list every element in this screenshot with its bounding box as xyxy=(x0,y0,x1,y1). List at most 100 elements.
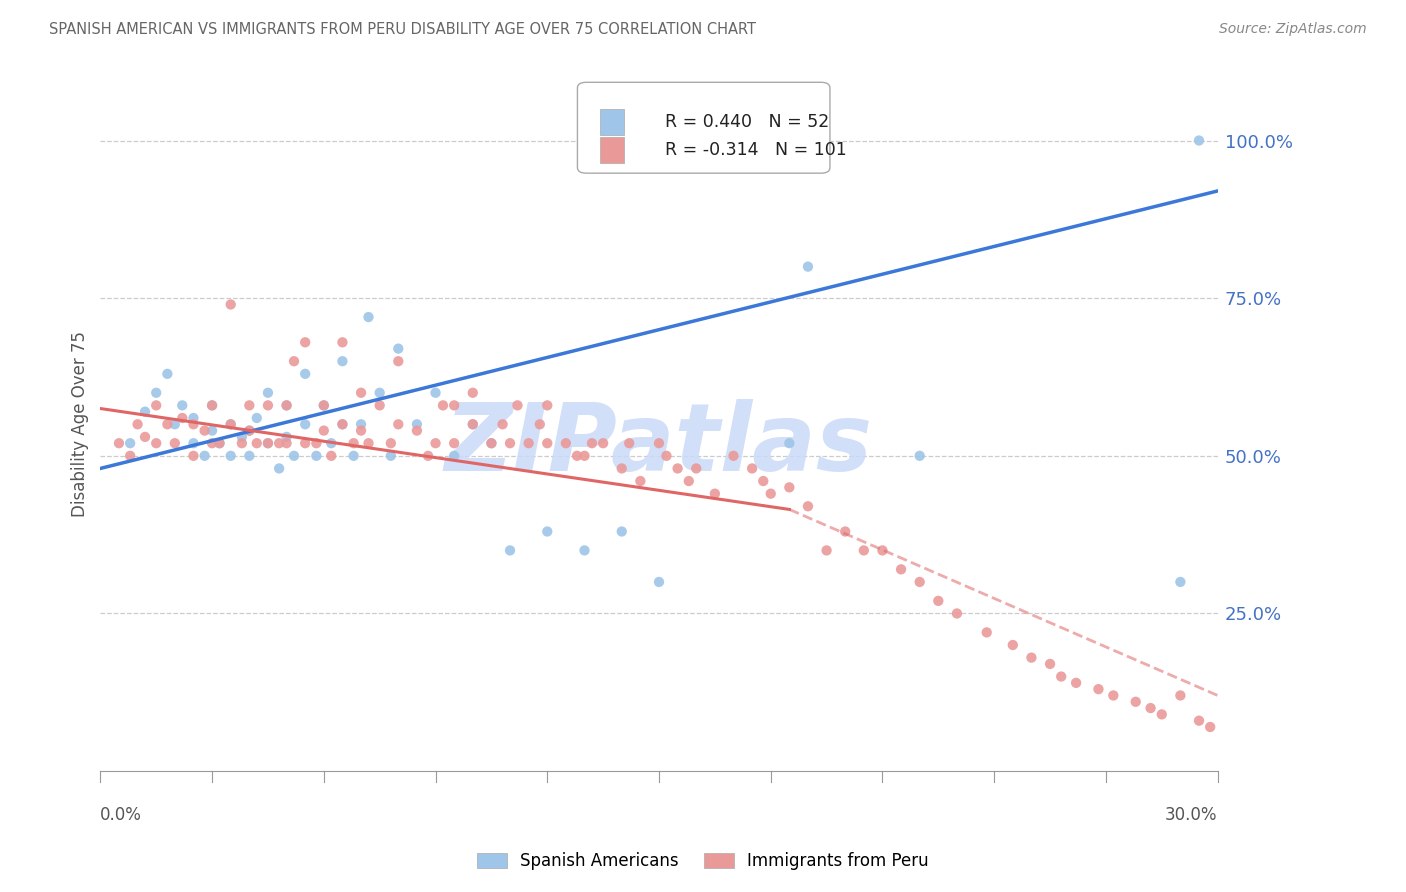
Point xyxy=(294,335,316,350)
Bar xyxy=(600,109,624,136)
Point xyxy=(1188,134,1211,148)
Point xyxy=(499,543,522,558)
Point xyxy=(269,436,291,450)
Point xyxy=(257,436,280,450)
Point xyxy=(685,461,707,475)
Point xyxy=(257,436,280,450)
Point xyxy=(312,424,335,438)
Point xyxy=(163,417,186,432)
Point xyxy=(332,417,354,432)
Point xyxy=(574,543,596,558)
Point xyxy=(778,480,800,494)
Point xyxy=(1170,574,1192,589)
Point xyxy=(1039,657,1062,671)
Point xyxy=(1001,638,1024,652)
Point xyxy=(145,385,167,400)
Point xyxy=(145,436,167,450)
Point xyxy=(276,398,298,412)
Point xyxy=(201,398,224,412)
Point xyxy=(432,398,454,412)
Point xyxy=(908,574,931,589)
Point xyxy=(425,436,447,450)
Point xyxy=(815,543,838,558)
Point xyxy=(238,449,260,463)
Point xyxy=(581,436,603,450)
Point xyxy=(380,436,402,450)
Point xyxy=(491,417,513,432)
Point xyxy=(283,354,305,368)
Point xyxy=(357,436,380,450)
Point xyxy=(294,417,316,432)
Point xyxy=(517,436,540,450)
Point xyxy=(368,398,391,412)
Point xyxy=(678,474,700,488)
Point xyxy=(778,436,800,450)
Point xyxy=(238,398,260,412)
Point xyxy=(312,398,335,412)
Point xyxy=(350,424,373,438)
Point xyxy=(499,436,522,450)
Point xyxy=(1199,720,1222,734)
Point xyxy=(1102,689,1125,703)
Point xyxy=(321,436,343,450)
Point xyxy=(1170,689,1192,703)
Point xyxy=(481,436,503,450)
Point xyxy=(145,398,167,412)
Point xyxy=(134,405,156,419)
Point xyxy=(872,543,894,558)
Point xyxy=(305,436,328,450)
Point xyxy=(592,436,614,450)
Point xyxy=(380,449,402,463)
Point xyxy=(536,436,558,450)
Point xyxy=(461,417,484,432)
Point xyxy=(628,474,651,488)
Point xyxy=(610,524,633,539)
Text: R = 0.440   N = 52: R = 0.440 N = 52 xyxy=(665,113,828,131)
Point xyxy=(574,449,596,463)
Point xyxy=(723,449,745,463)
Text: SPANISH AMERICAN VS IMMIGRANTS FROM PERU DISABILITY AGE OVER 75 CORRELATION CHAR: SPANISH AMERICAN VS IMMIGRANTS FROM PERU… xyxy=(49,22,756,37)
Point xyxy=(1150,707,1173,722)
Point xyxy=(276,398,298,412)
Point xyxy=(350,385,373,400)
Bar xyxy=(600,136,624,163)
Point xyxy=(163,436,186,450)
Point xyxy=(759,486,782,500)
Point xyxy=(283,449,305,463)
Point xyxy=(1087,682,1109,697)
Point xyxy=(368,385,391,400)
Point xyxy=(834,524,856,539)
Point xyxy=(481,436,503,450)
Text: 30.0%: 30.0% xyxy=(1166,805,1218,824)
Point xyxy=(752,474,775,488)
Point xyxy=(219,417,242,432)
Point xyxy=(201,398,224,412)
Point xyxy=(554,436,576,450)
Point xyxy=(387,342,409,356)
Point xyxy=(156,367,179,381)
Point xyxy=(332,335,354,350)
Point xyxy=(172,411,194,425)
Point xyxy=(219,449,242,463)
Point xyxy=(908,449,931,463)
Point xyxy=(120,436,142,450)
Point xyxy=(619,436,641,450)
Point xyxy=(342,436,364,450)
Point xyxy=(1064,676,1087,690)
Point xyxy=(219,417,242,432)
Point xyxy=(321,449,343,463)
Text: Source: ZipAtlas.com: Source: ZipAtlas.com xyxy=(1219,22,1367,37)
Point xyxy=(1050,669,1073,683)
Point xyxy=(406,424,429,438)
Point xyxy=(172,398,194,412)
Text: 0.0%: 0.0% xyxy=(100,805,142,824)
Point xyxy=(350,417,373,432)
Point xyxy=(294,367,316,381)
Point xyxy=(536,398,558,412)
Point xyxy=(648,436,671,450)
Point xyxy=(387,417,409,432)
Point xyxy=(946,607,969,621)
Point xyxy=(1139,701,1161,715)
Point xyxy=(231,436,253,450)
Point xyxy=(238,424,260,438)
